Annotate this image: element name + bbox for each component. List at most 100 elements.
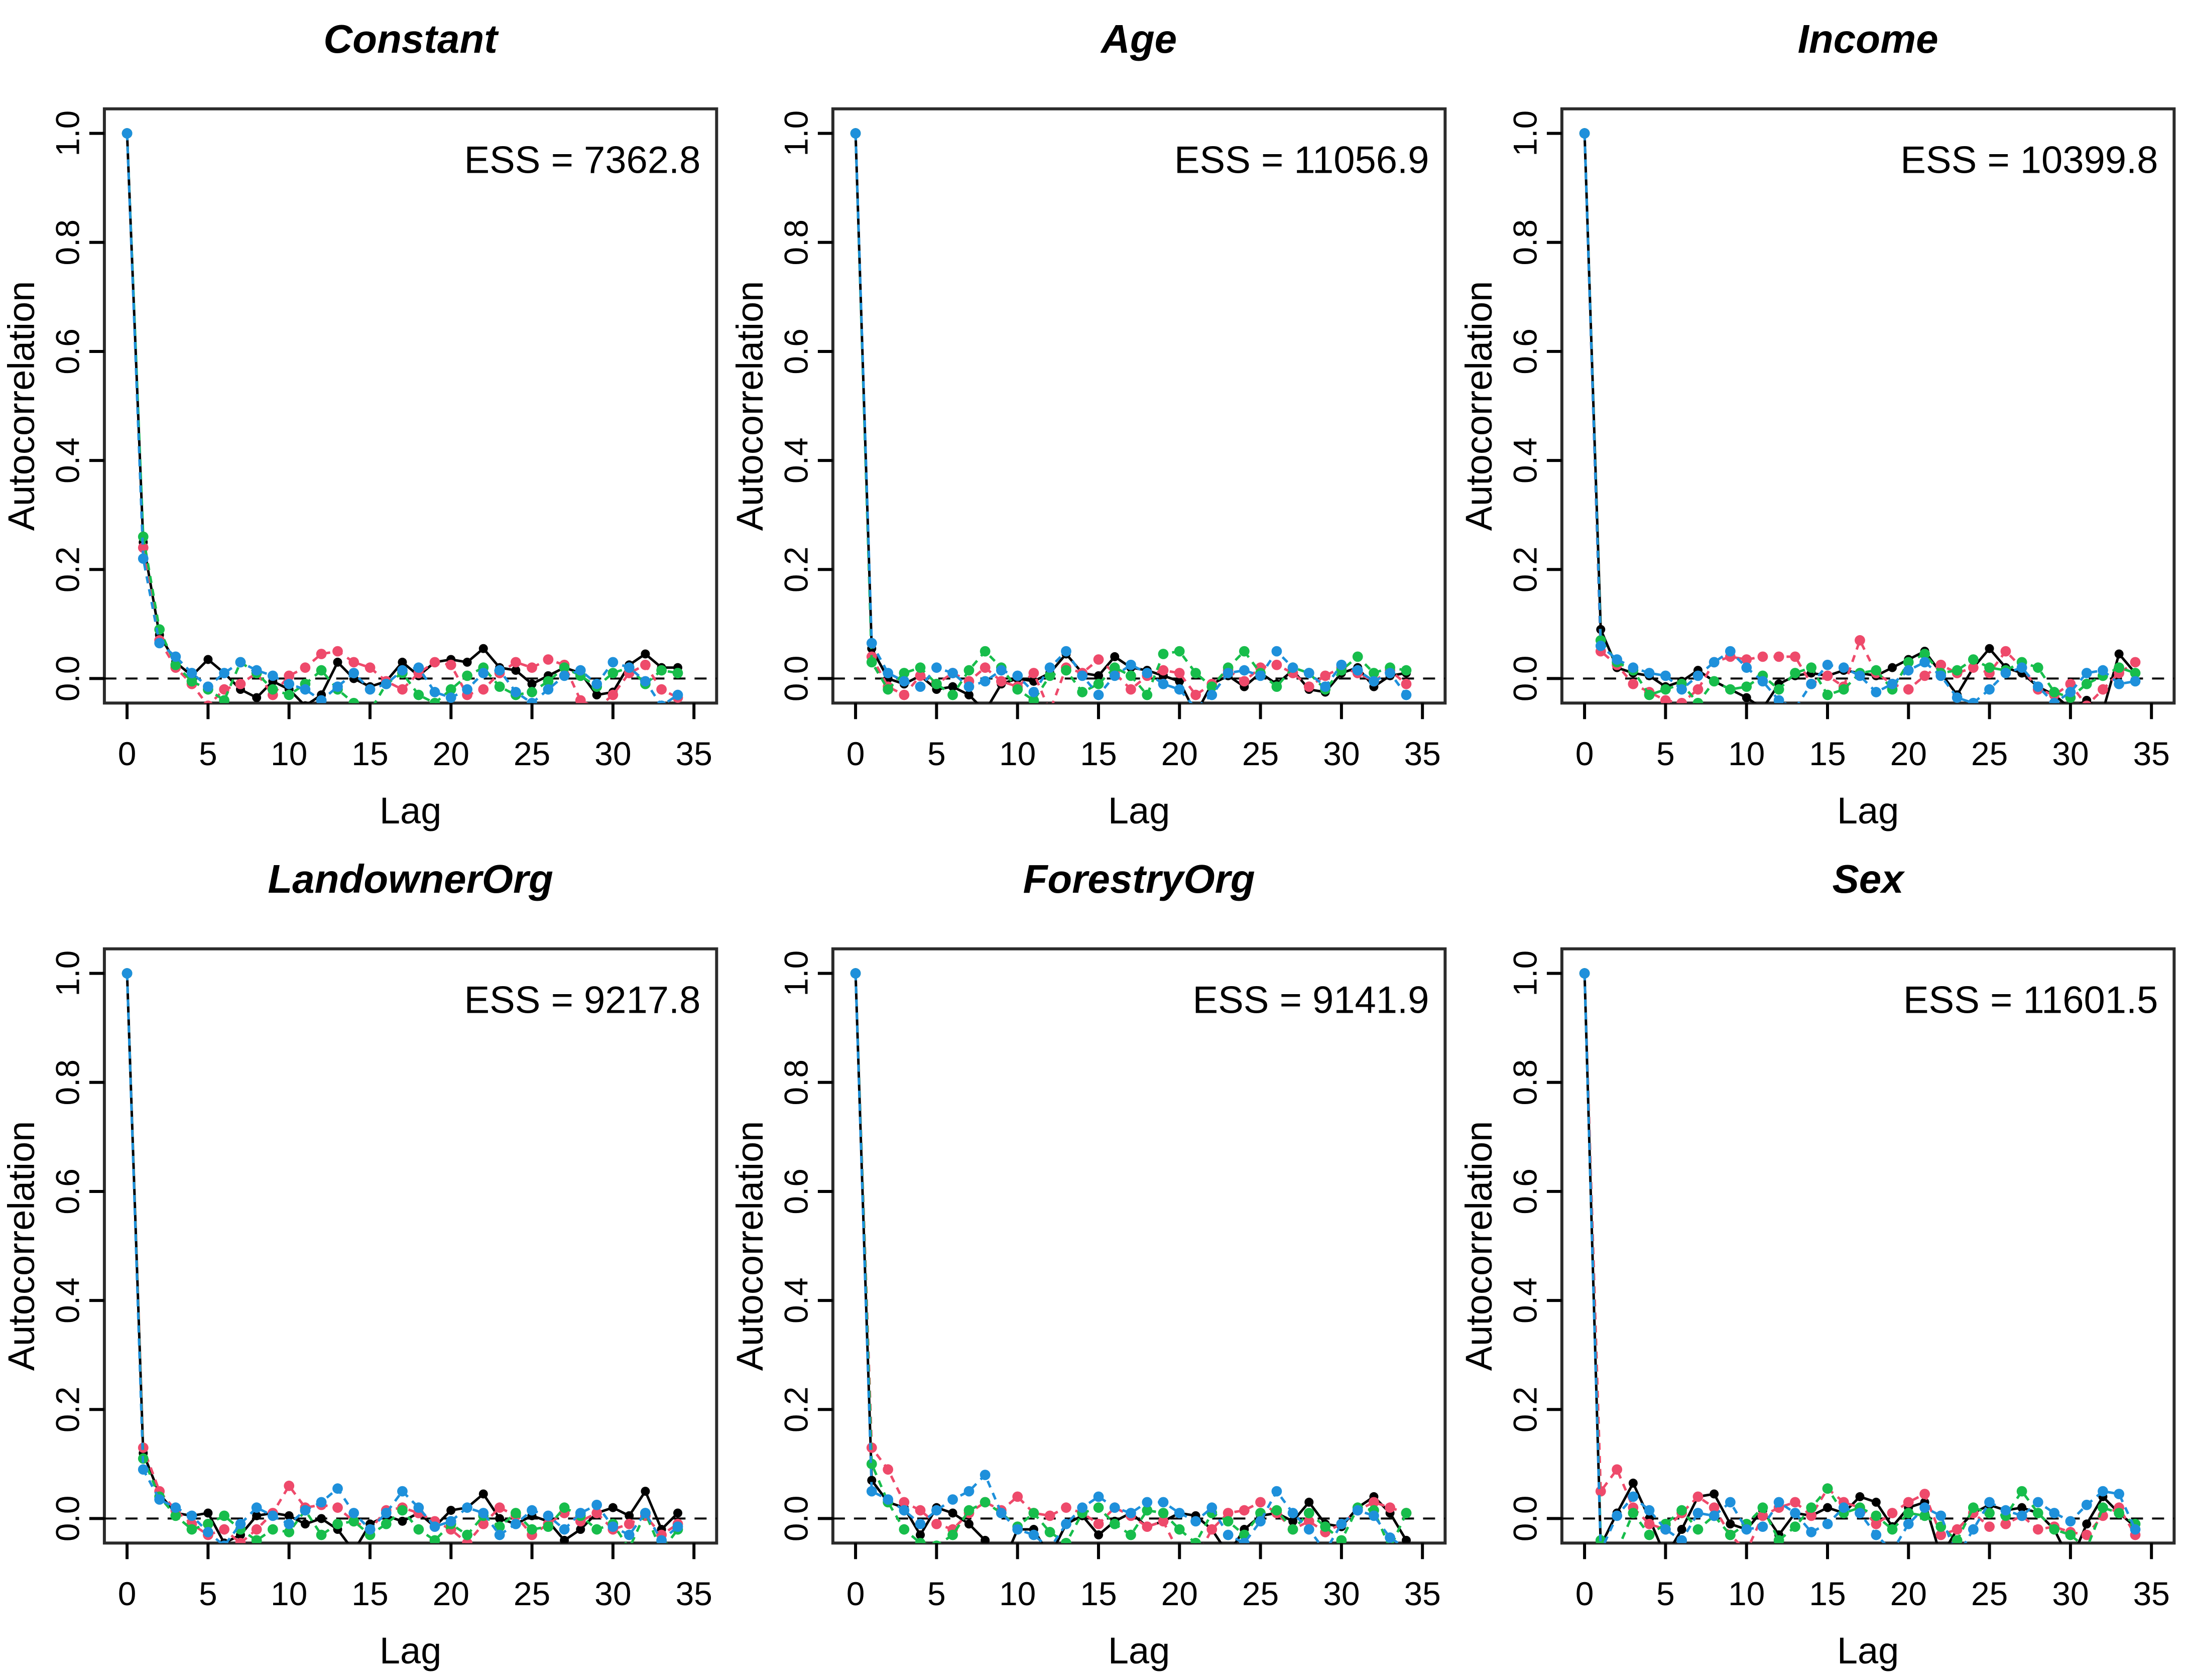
acf-point xyxy=(1223,1508,1234,1518)
acf-line-chain-3 xyxy=(854,973,1408,1543)
acf-point xyxy=(963,1505,975,1516)
acf-point xyxy=(1224,1549,1233,1558)
y-tick-label: 0.8 xyxy=(49,1059,86,1106)
acf-point xyxy=(1741,681,1752,692)
acf-point xyxy=(300,662,311,673)
x-axis-label: Lag xyxy=(1108,1630,1170,1671)
acf-point xyxy=(1206,1524,1218,1535)
x-tick-label: 20 xyxy=(1890,1575,1926,1612)
y-tick-label: 0.0 xyxy=(49,1496,86,1542)
acf-point xyxy=(1935,670,1946,681)
x-tick-label: 15 xyxy=(351,1575,388,1612)
acf-point xyxy=(348,697,359,703)
acf-point xyxy=(1838,1502,1849,1513)
acf-point xyxy=(1061,1502,1072,1513)
panel-title: Constant xyxy=(323,17,499,61)
acf-point xyxy=(494,681,505,692)
acf-panel-sex: Sex ESS = 11601.5 0.0 0.2 0.4 0.6 0.8 1.0 Autoco… xyxy=(1458,840,2186,1680)
acf-point xyxy=(235,657,246,668)
acf-point xyxy=(317,1514,326,1523)
acf-point xyxy=(1789,1521,1800,1532)
acf-point xyxy=(365,1524,376,1535)
acf-point xyxy=(641,649,650,659)
acf-point xyxy=(1175,676,1184,686)
acf-point xyxy=(1805,1510,1816,1521)
acf-point xyxy=(1239,676,1250,687)
y-tick-label: 1.0 xyxy=(1506,110,1543,157)
acf-point xyxy=(1158,1508,1169,1518)
y-tick-label: 0.2 xyxy=(1506,546,1543,592)
acf-point xyxy=(559,670,570,681)
acf-point xyxy=(1110,662,1120,673)
acf-point xyxy=(996,676,1007,687)
acf-point xyxy=(1401,1508,1412,1518)
acf-panel-age: Age ESS = 11056.9 0.0 0.2 0.4 0.6 0.8 1.0 Autoco… xyxy=(728,0,1457,840)
acf-point xyxy=(1401,1543,1412,1554)
acf-point xyxy=(559,662,570,673)
acf-point xyxy=(656,1546,667,1556)
acf-point xyxy=(1288,662,1298,673)
acf-line-chain-1 xyxy=(126,133,678,703)
acf-point xyxy=(1822,659,1833,670)
acf-line-chain-3 xyxy=(1583,973,2136,1543)
acf-point xyxy=(1158,1497,1169,1508)
acf-point xyxy=(1919,657,1930,668)
acf-point xyxy=(170,1510,181,1521)
acf-point xyxy=(1838,662,1849,673)
acf-point xyxy=(2000,668,2011,678)
acf-point xyxy=(1805,662,1816,673)
acf-chart-income: Income ESS = 10399.8 0.0 0.2 0.4 0.6 0.8 1.0 Aut… xyxy=(1458,17,2176,831)
acf-point xyxy=(1984,684,1995,695)
acf-point xyxy=(591,1499,602,1510)
x-tick-label: 10 xyxy=(1728,1575,1765,1612)
acf-point xyxy=(625,1511,634,1520)
acf-point xyxy=(1320,1546,1331,1556)
acf-point xyxy=(624,1529,635,1540)
series-group xyxy=(122,968,683,1556)
acf-point xyxy=(1045,1527,1055,1537)
acf-point xyxy=(1191,703,1201,714)
acf-point xyxy=(1741,1524,1752,1535)
acf-point xyxy=(1919,670,1930,681)
acf-point xyxy=(1984,1497,1995,1508)
acf-point xyxy=(1741,654,1752,665)
acf-point xyxy=(980,646,991,657)
acf-point xyxy=(219,1540,229,1543)
acf-point xyxy=(1271,681,1282,692)
acf-point xyxy=(186,668,197,678)
acf-point xyxy=(1644,689,1655,700)
acf-chart-landownerorg: LandownerOrg ESS = 9217.8 0.0 0.2 0.4 0.6 0.8 1… xyxy=(1,857,718,1671)
plot-box xyxy=(102,107,718,705)
acf-point xyxy=(624,1543,635,1554)
acf-point xyxy=(1903,684,1914,695)
acf-point xyxy=(333,657,342,667)
acf-point xyxy=(1871,1518,1881,1529)
acf-point xyxy=(1028,695,1039,703)
x-tick-label: 25 xyxy=(514,735,550,772)
acf-point xyxy=(429,1535,440,1543)
acf-point xyxy=(527,687,537,697)
acf-point xyxy=(1110,1518,1120,1529)
acf-point xyxy=(1822,1518,1833,1529)
acf-point xyxy=(883,1464,894,1475)
x-tick-label: 0 xyxy=(1575,735,1594,772)
acf-point xyxy=(1255,1497,1266,1508)
acf-point xyxy=(1028,1529,1039,1540)
acf-point xyxy=(559,1524,570,1535)
y-tick-label: 0.6 xyxy=(49,328,86,375)
acf-point xyxy=(592,690,601,700)
x-tick-label: 5 xyxy=(927,735,946,772)
acf-point xyxy=(2017,1503,2026,1512)
acf-point xyxy=(1709,1502,1720,1513)
acf-point xyxy=(624,1518,635,1529)
acf-point xyxy=(348,668,359,678)
y-axis-label: Autocorrelation xyxy=(1458,281,1500,531)
acf-point xyxy=(494,665,505,676)
acf-point xyxy=(883,668,894,678)
acf-point xyxy=(1077,687,1088,697)
x-tick-label: 0 xyxy=(846,1575,865,1612)
acf-point xyxy=(138,542,149,553)
panel-title: Income xyxy=(1797,17,1938,61)
y-tick-label: 0.8 xyxy=(1506,219,1543,266)
acf-point xyxy=(608,668,619,678)
